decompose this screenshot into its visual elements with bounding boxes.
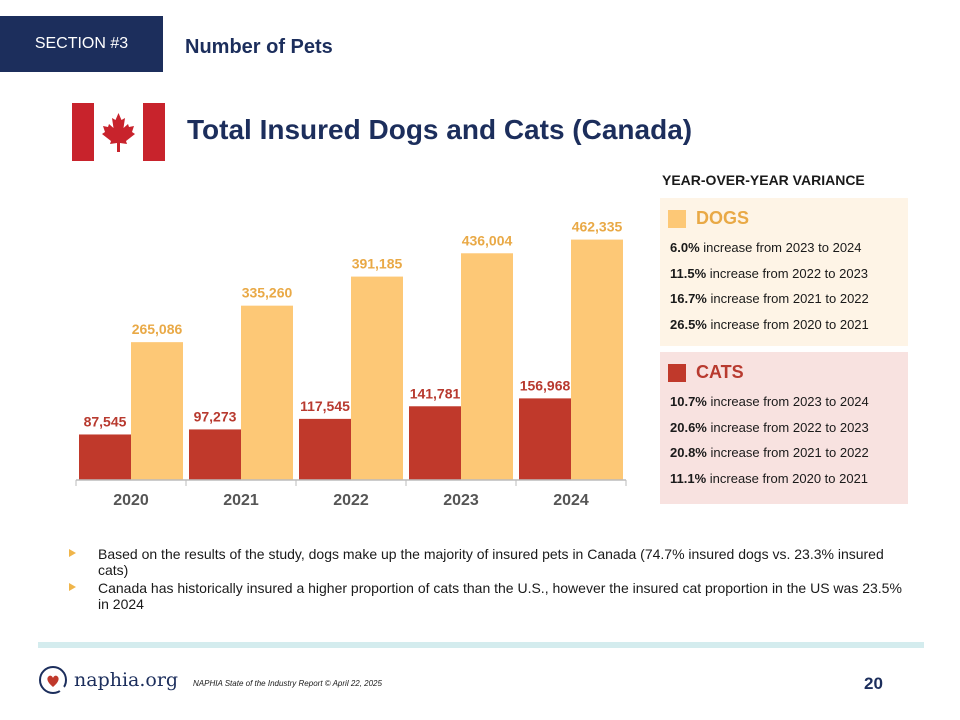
cats-swatch (668, 363, 686, 382)
dogs-bar (571, 239, 623, 480)
bullet-triangle-icon (69, 549, 76, 557)
section-title: Number of Pets (185, 36, 333, 58)
x-tick-label: 2020 (113, 492, 149, 509)
x-tick-label: 2021 (223, 492, 259, 509)
cats-data-label: 141,781 (410, 385, 461, 401)
dogs-data-label: 462,335 (572, 219, 623, 235)
canada-flag-icon (72, 103, 165, 161)
findings-list: Based on the results of the study, dogs … (66, 546, 916, 614)
cats-bar (519, 398, 571, 480)
cats-bar (189, 429, 241, 480)
dogs-data-label: 391,185 (352, 256, 403, 272)
dogs-data-label: 265,086 (132, 321, 183, 337)
x-tick-label: 2022 (333, 492, 369, 509)
cats-variance-item: 20.6% increase from 2022 to 2023 (670, 419, 869, 435)
dogs-data-label: 335,260 (242, 285, 293, 301)
finding-item: Based on the results of the study, dogs … (66, 546, 916, 578)
dogs-swatch (668, 209, 686, 228)
cats-data-label: 87,545 (84, 413, 127, 429)
variance-heading: YEAR-OVER-YEAR VARIANCE (662, 172, 865, 188)
chart-title: Total Insured Dogs and Cats (Canada) (187, 114, 693, 145)
dogs-variance-item: 26.5% increase from 2020 to 2021 (670, 317, 869, 333)
bullet-triangle-icon (69, 583, 76, 591)
x-tick-label: 2024 (553, 492, 589, 509)
page-number: 20 (864, 674, 883, 693)
section-badge: SECTION #3 (0, 16, 163, 72)
cats-variance-panel: CATS 10.7% increase from 2023 to 2024 20… (660, 352, 908, 504)
dogs-panel-label: DOGS (696, 208, 750, 228)
dogs-variance-item: 16.7% increase from 2021 to 2022 (670, 291, 869, 307)
finding-item: Canada has historically insured a higher… (66, 580, 916, 612)
section-label: SECTION #3 (34, 35, 129, 52)
paw-heart-icon (39, 666, 67, 694)
footer-divider (38, 642, 924, 648)
dogs-data-label: 436,004 (462, 232, 513, 248)
cats-data-label: 97,273 (194, 408, 237, 424)
logo-text: naphia.org (74, 669, 179, 691)
naphia-logo: naphia.org (38, 665, 178, 695)
cats-panel-label: CATS (696, 362, 744, 382)
dogs-variance-item: 11.5% increase from 2022 to 2023 (670, 265, 869, 281)
cats-bar (299, 418, 351, 480)
dogs-bar (461, 253, 513, 480)
dogs-variance-item: 6.0% increase from 2023 to 2024 (670, 240, 862, 255)
cats-variance-item: 11.1% increase from 2020 to 2021 (670, 471, 869, 487)
cats-bar (79, 434, 131, 480)
dogs-bar (131, 342, 183, 480)
cats-data-label: 117,545 (300, 398, 350, 414)
dogs-bar (241, 305, 293, 480)
bar-chart: 87,545 265,086 2020 97,273 335,260 2021 117,54… (75, 219, 627, 509)
cats-variance-item: 10.7% increase from 2023 to 2024 (670, 394, 869, 409)
cats-data-label: 156,968 (520, 377, 571, 393)
cats-bar (409, 406, 461, 480)
x-tick-label: 2023 (443, 492, 479, 509)
dogs-bar (351, 276, 403, 480)
footer-note: NAPHIA State of the Industry Report © Ap… (193, 679, 382, 688)
cats-variance-item: 20.8% increase from 2021 to 2022 (670, 445, 869, 461)
dogs-variance-panel: DOGS 6.0% increase from 2023 to 2024 11.… (660, 198, 908, 346)
